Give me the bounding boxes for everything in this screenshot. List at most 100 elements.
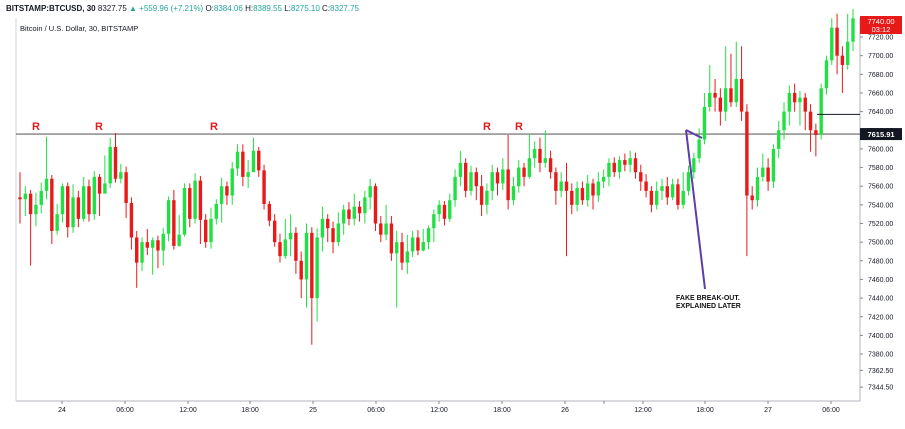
x-tick-label: 24	[58, 407, 66, 414]
candle-body	[384, 223, 388, 235]
candle-body	[644, 181, 648, 191]
candle-body	[766, 167, 770, 182]
x-tick-label: 27	[764, 407, 772, 414]
x-tick-label: 25	[309, 407, 317, 414]
y-tick-label: 7362.50	[868, 368, 893, 375]
candle-body	[129, 202, 134, 238]
candle-body	[660, 186, 664, 191]
high-value: 8389.55	[253, 4, 282, 13]
candle-body	[23, 193, 28, 200]
candle-body	[421, 242, 425, 251]
candle-body	[209, 218, 213, 243]
x-tick-label: 12:00	[430, 407, 448, 414]
candle-body	[495, 172, 500, 184]
price-change: ▲ +559.96 (+7.21%)	[129, 4, 204, 13]
candle-body	[103, 183, 107, 194]
candle-body	[729, 88, 733, 103]
candle-body	[469, 172, 473, 191]
annotation-text[interactable]: FAKE BREAK-OUT.EXPLAINED LATER	[676, 295, 741, 310]
y-tick-label: 7580.00	[868, 165, 893, 172]
candle-body	[363, 197, 367, 214]
candle-body	[39, 190, 43, 205]
r-mark: R	[210, 121, 218, 133]
candle-body	[649, 190, 654, 205]
candle-body	[251, 150, 256, 173]
candle-body	[198, 180, 203, 220]
candle-body	[851, 18, 855, 42]
candle-body	[188, 188, 192, 219]
candle-body	[639, 172, 643, 182]
candle-body	[623, 160, 627, 165]
candle-body	[352, 206, 356, 219]
x-tick-label: 06:00	[116, 407, 134, 414]
candle-body	[485, 190, 489, 205]
candle-body	[596, 181, 601, 196]
candle-body	[814, 130, 818, 135]
candle-body	[76, 197, 81, 219]
candle-body	[564, 181, 569, 191]
countdown-text: 03:12	[872, 25, 891, 34]
candle-body	[607, 162, 611, 177]
y-tick-label: 7460.00	[868, 277, 893, 284]
candle-body	[463, 162, 468, 191]
low-value: 8275.10	[290, 4, 320, 13]
candle-body	[580, 188, 585, 201]
candle-body	[283, 239, 287, 257]
candle-body	[257, 150, 261, 171]
candle-body	[803, 97, 807, 112]
candle-body	[347, 209, 351, 219]
candle-body	[538, 148, 542, 163]
candle-body	[230, 168, 234, 196]
candle-body	[140, 242, 144, 263]
candle-body	[331, 228, 335, 243]
y-tick-label: 7400.00	[868, 333, 893, 340]
candle-body	[241, 151, 245, 177]
candle-body	[808, 111, 813, 131]
candle-body	[288, 232, 293, 240]
candle-body	[304, 232, 309, 280]
candle-body	[771, 148, 776, 182]
candle-body	[670, 184, 675, 198]
y-tick-label: 7520.00	[868, 221, 893, 228]
candle-body	[219, 186, 224, 204]
x-tick-label: 26	[561, 407, 569, 414]
high-label: H:	[245, 4, 254, 13]
candle-body	[755, 176, 760, 201]
arrow-drawing[interactable]	[685, 129, 706, 290]
y-tick-label: 7344.50	[868, 385, 893, 392]
candle-body	[379, 223, 383, 235]
candle-body	[734, 78, 738, 103]
arrow-shaft	[685, 129, 706, 290]
x-tick-label: 06:00	[367, 407, 385, 414]
candle-body	[92, 176, 96, 215]
resistance-price-text: 7615.91	[867, 130, 894, 139]
candle-body	[135, 237, 139, 263]
y-tick-label: 7480.00	[868, 258, 893, 265]
time-axis[interactable]: 24 06:00 12:00 18:00 25 06:00 12:00 18:00 26 12:0…	[58, 401, 840, 414]
candle-body	[214, 203, 219, 219]
symbol-header: BITSTAMP:BTCUSD, 30 8327.75 ▲ +559.96 (+…	[6, 4, 359, 18]
price-axis[interactable]: 7720.007700.007680.007660.007640.007620.…	[860, 35, 893, 392]
candle-body	[591, 183, 595, 196]
candle-body	[453, 176, 457, 201]
y-tick-label: 7420.00	[868, 314, 893, 321]
candle-body	[798, 97, 802, 103]
candle-body	[517, 167, 521, 187]
chart-frame	[15, 18, 861, 402]
r-mark: R	[483, 121, 491, 133]
candle-body	[442, 204, 447, 219]
candle-body	[586, 183, 590, 201]
candle-body	[246, 172, 250, 177]
candle-body	[235, 151, 240, 169]
y-tick-label: 7380.00	[868, 352, 893, 359]
candle-body	[44, 178, 49, 191]
y-tick-label: 7640.00	[868, 109, 893, 116]
candle-body	[267, 203, 272, 221]
annotation-line: FAKE BREAK-OUT.	[676, 295, 740, 302]
candle-body	[373, 186, 378, 224]
x-tick-label: 06:00	[822, 407, 840, 414]
x-tick-label: 18:00	[696, 407, 714, 414]
y-tick-label: 7660.00	[868, 90, 893, 97]
